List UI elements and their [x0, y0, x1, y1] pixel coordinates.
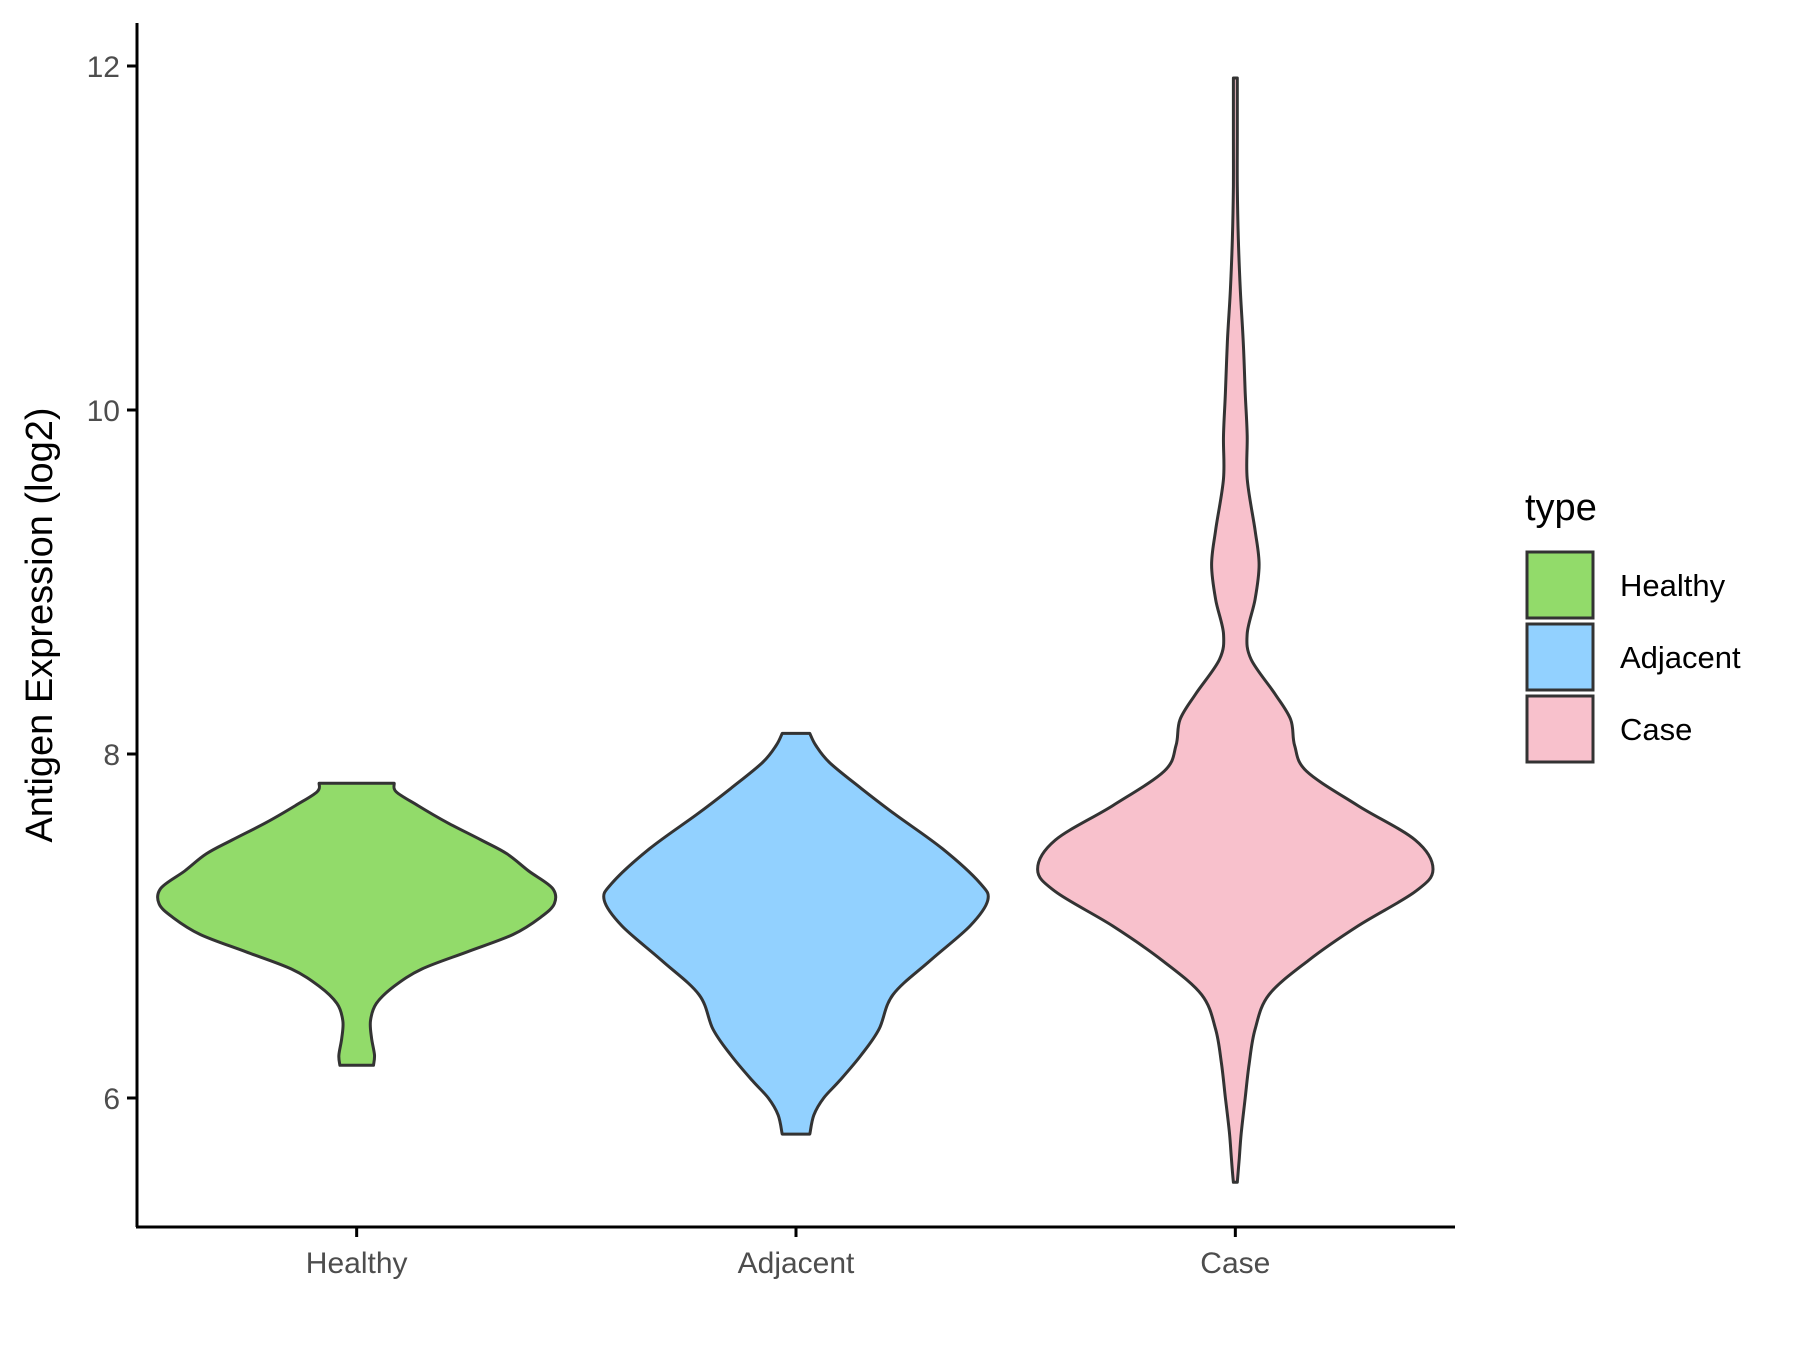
legend-label-adjacent: Adjacent	[1620, 640, 1741, 675]
legend-items: Healthy Adjacent Case	[1525, 550, 1741, 764]
x-tick-label-adjacent: Adjacent	[738, 1247, 855, 1280]
x-ticks: Healthy Adjacent Case	[306, 1227, 1270, 1280]
legend-key-healthy	[1525, 550, 1595, 620]
y-tick-label-8: 8	[103, 739, 120, 772]
legend-title: type	[1525, 487, 1597, 529]
violin-case	[1036, 76, 1435, 1184]
y-tick-label-10: 10	[87, 395, 120, 428]
legend: type Healthy Adjacent Case	[1525, 487, 1741, 764]
y-ticks: 6 8 10 12	[87, 51, 137, 1116]
violins-layer	[156, 76, 1435, 1184]
y-axis-title: Antigen Expression (log2)	[19, 407, 61, 842]
y-tick-label-6: 6	[103, 1083, 120, 1116]
legend-label-case: Case	[1620, 712, 1692, 747]
legend-key-case	[1525, 694, 1595, 764]
legend-label-healthy: Healthy	[1620, 568, 1726, 603]
violin-healthy	[156, 781, 558, 1067]
x-tick-label-healthy: Healthy	[306, 1247, 408, 1280]
x-tick-label-case: Case	[1200, 1247, 1270, 1280]
y-tick-label-12: 12	[87, 51, 120, 84]
legend-key-adjacent	[1525, 622, 1595, 692]
violin-adjacent	[602, 731, 990, 1136]
